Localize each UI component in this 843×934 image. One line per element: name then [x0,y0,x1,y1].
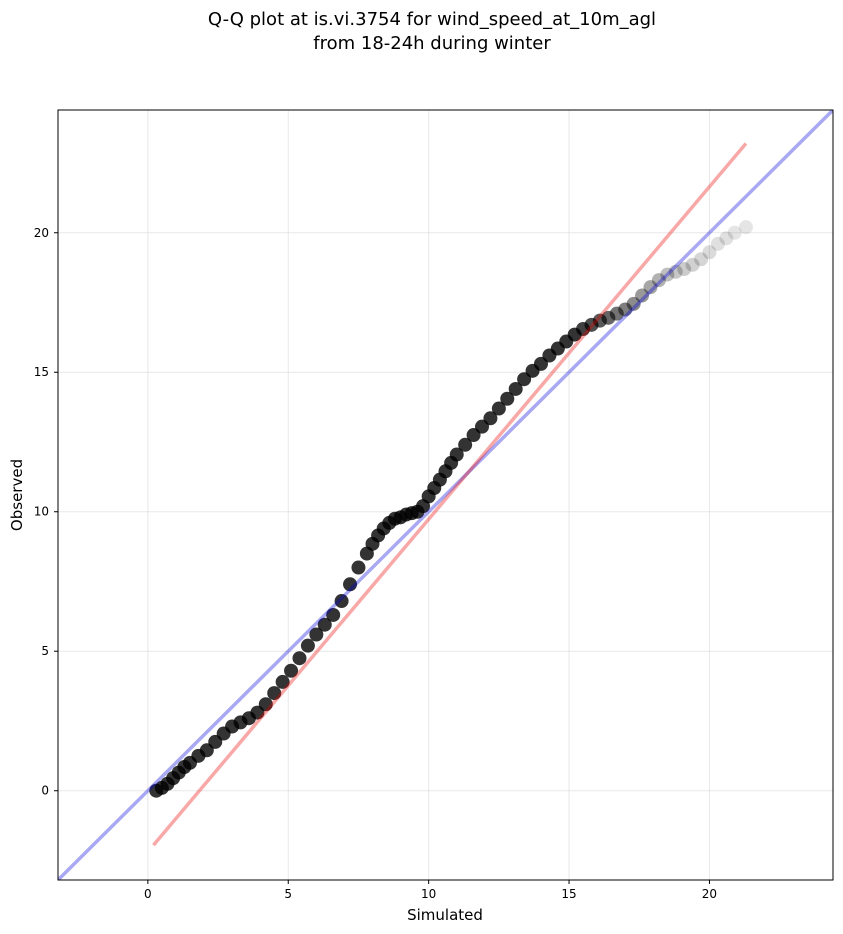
qq-point [458,437,473,452]
qq-point [727,225,742,240]
qq-point [300,638,315,653]
qq-point [326,607,341,622]
x-axis-label: Simulated [407,906,483,924]
y-tick-label: 15 [34,365,49,379]
x-tick-label: 20 [702,887,717,901]
chart-title-line-1: Q-Q plot at is.vi.3754 for wind_speed_at… [208,9,656,30]
qq-point [643,280,658,295]
plot-frame [57,109,834,881]
qq-point [719,231,734,246]
y-tick-label: 0 [41,784,49,798]
qq-point [651,273,666,288]
qq-point [267,686,282,701]
qq-point [635,288,650,303]
x-tick-label: 10 [421,887,436,901]
qq-point [694,252,709,267]
data-points [149,220,753,798]
plot-area [58,110,833,880]
qq-point [343,577,358,592]
qq-point [275,674,290,689]
qq-point [500,391,515,406]
qq-point [309,627,324,642]
qq-point [677,262,692,277]
qq-point [508,381,523,396]
qq-point [660,267,675,282]
y-tick-label: 20 [34,226,49,240]
chart-title-line-2: from 18-24h during winter [313,33,551,54]
qq-point [334,594,349,609]
qq-point [491,401,506,416]
y-axis-label: Observed [8,459,26,531]
y-tick-label: 10 [34,505,49,519]
qq-point [685,257,700,272]
x-tick-label: 15 [561,887,576,901]
qq-point [483,411,498,426]
qq-point [626,296,641,311]
x-tick-label: 5 [284,887,292,901]
x-axis-ticks: 0 5 10 15 20 [144,880,717,901]
qq-point [710,236,725,251]
grid-lines [58,110,833,880]
y-tick-label: 5 [41,644,49,658]
qq-point [668,264,683,279]
identity-reference-line [58,110,833,880]
qq-point [351,560,366,575]
regression-fit-line [152,142,748,847]
y-axis-ticks: 0 5 10 15 20 [34,226,58,798]
qq-point [292,651,307,666]
qq-point [284,663,299,678]
qq-point [258,697,273,712]
x-tick-label: 0 [144,887,152,901]
qq-point [738,220,753,235]
qq-point [449,447,464,462]
qq-point [702,245,717,260]
qq-point [618,302,633,317]
qq-point [317,617,332,632]
